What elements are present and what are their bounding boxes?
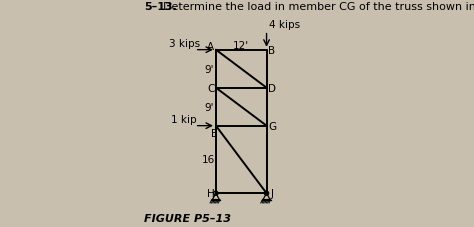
- Text: 9': 9': [205, 102, 214, 112]
- Text: G: G: [268, 121, 276, 131]
- Text: 3 kips: 3 kips: [169, 39, 200, 49]
- Text: 1 kip: 1 kip: [172, 115, 197, 125]
- Text: A: A: [207, 42, 214, 52]
- Text: FIGURE P5–13: FIGURE P5–13: [144, 213, 231, 223]
- Text: D: D: [268, 83, 276, 93]
- Text: C: C: [207, 83, 215, 93]
- Text: Determine the load in member CG of the truss shown in Figure P5–13.: Determine the load in member CG of the t…: [156, 2, 474, 12]
- Text: H: H: [207, 188, 215, 198]
- Text: 12': 12': [233, 40, 249, 50]
- Text: 16': 16': [201, 155, 218, 165]
- Text: B: B: [268, 45, 275, 55]
- Text: J: J: [271, 188, 273, 198]
- Text: 4 kips: 4 kips: [269, 20, 300, 30]
- Text: 5–13.: 5–13.: [144, 2, 177, 12]
- Text: E: E: [211, 129, 218, 139]
- Text: 9': 9': [205, 64, 214, 74]
